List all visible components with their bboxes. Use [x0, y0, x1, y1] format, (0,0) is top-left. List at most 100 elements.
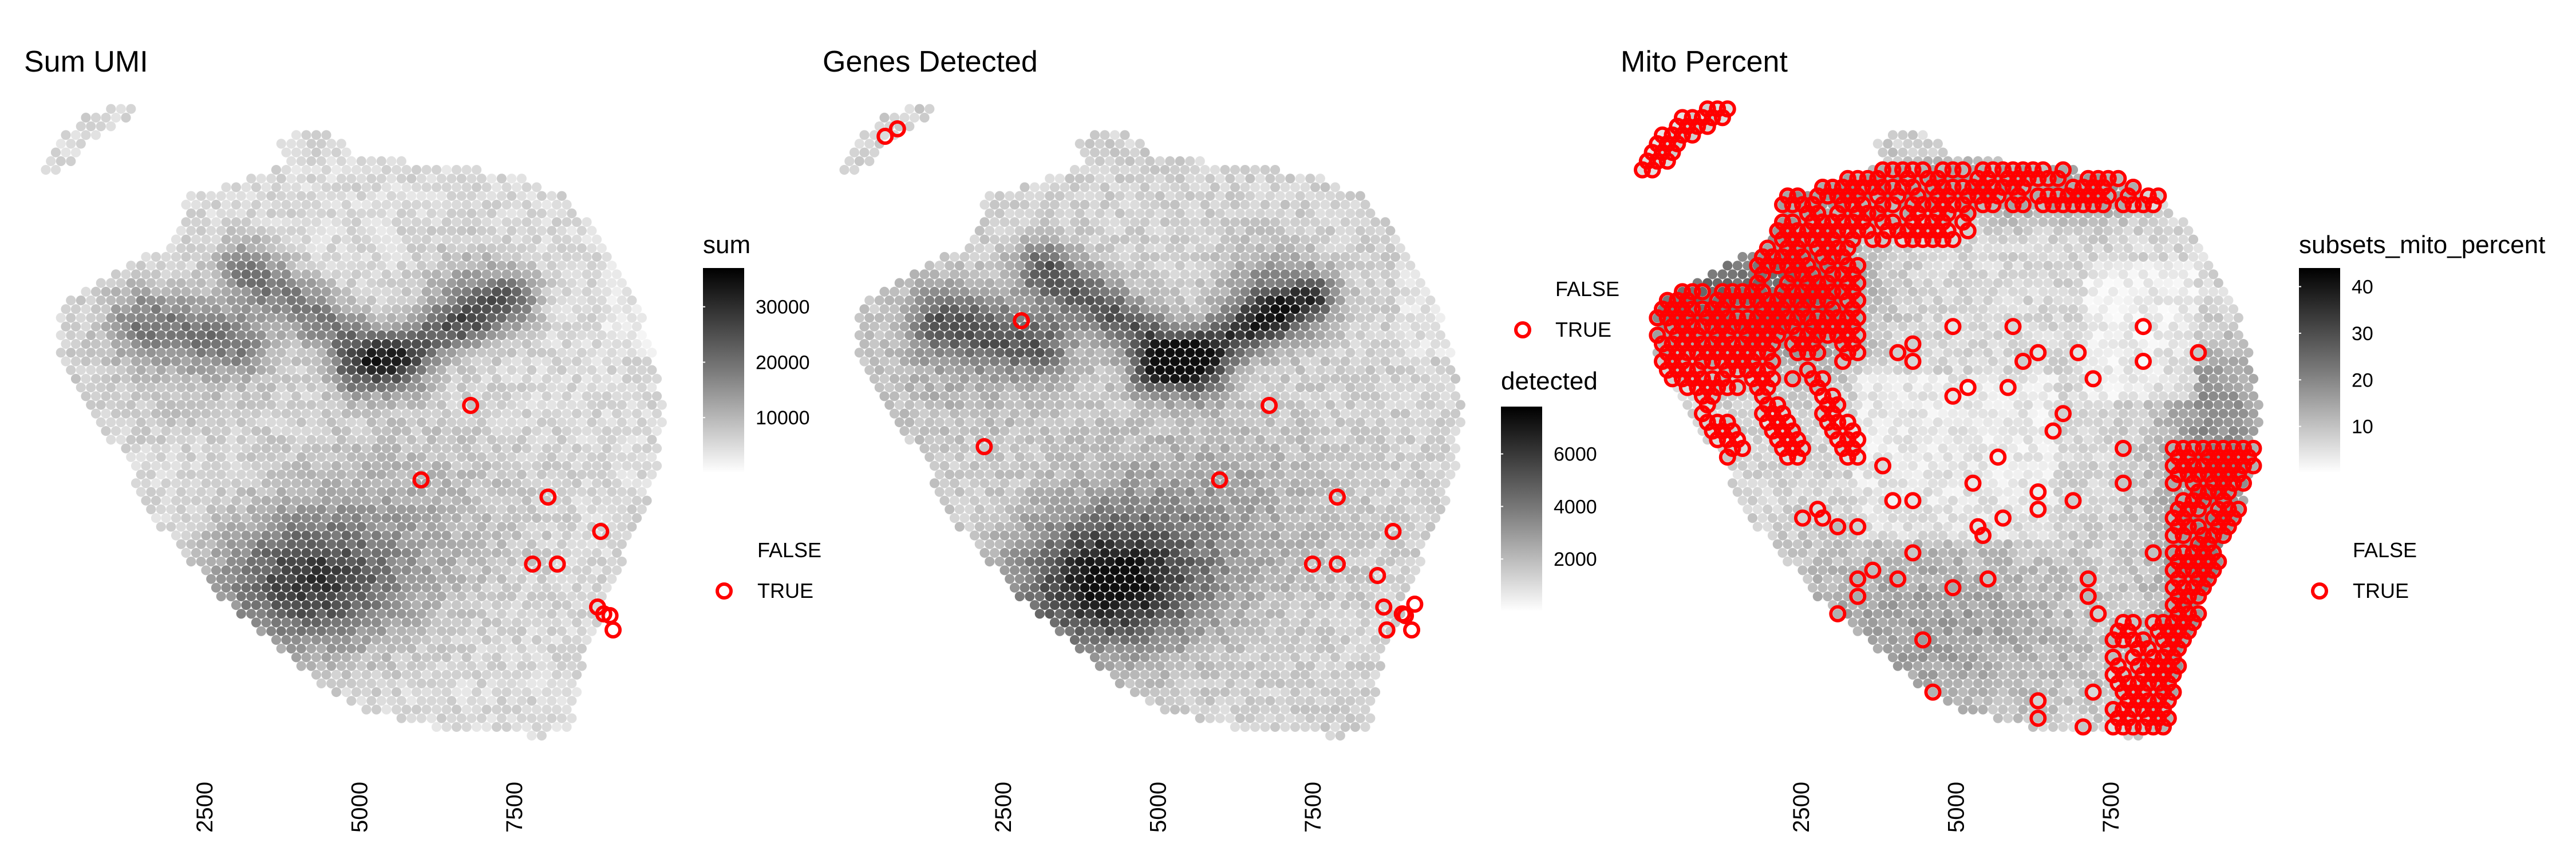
spot: [381, 635, 392, 645]
spot: [1380, 356, 1390, 367]
spot: [1140, 478, 1150, 488]
spot: [121, 112, 131, 123]
spot: [959, 373, 970, 384]
spot: [321, 495, 331, 506]
spot: [386, 609, 397, 619]
spot: [627, 452, 637, 462]
spot: [994, 348, 1005, 358]
spot: [1310, 426, 1321, 436]
spot: [1220, 269, 1230, 279]
spot: [431, 426, 442, 436]
spot: [1275, 452, 1285, 462]
spot: [1074, 470, 1085, 480]
spot: [1365, 330, 1376, 341]
panel-title-sum-umi: Sum UMI: [24, 45, 148, 78]
spot: [316, 348, 326, 358]
spot: [431, 165, 442, 175]
spot: [1435, 330, 1445, 341]
spot: [186, 504, 196, 515]
spot: [396, 591, 406, 601]
spot: [1440, 408, 1451, 419]
spot: [1355, 313, 1365, 323]
spot: [1315, 313, 1325, 323]
spot: [582, 443, 592, 454]
spot: [1045, 330, 1055, 341]
spot: [1185, 330, 1195, 341]
spot: [1080, 356, 1090, 367]
spot: [471, 286, 482, 297]
spot: [576, 644, 587, 654]
spot: [1080, 304, 1090, 314]
spot: [166, 330, 176, 341]
spot: [456, 313, 467, 323]
spot: [271, 234, 282, 245]
spot: [146, 330, 156, 341]
spot: [1310, 269, 1321, 279]
spot: [1160, 252, 1170, 262]
spot: [487, 278, 497, 288]
spot: [1195, 261, 1205, 271]
spot: [1365, 348, 1376, 358]
spot: [56, 330, 66, 341]
spot: [1109, 373, 1120, 384]
spot: [226, 295, 236, 306]
spot: [551, 426, 562, 436]
spot: [196, 470, 206, 480]
spot: [356, 174, 366, 184]
spot: [1265, 261, 1275, 271]
spot: [536, 678, 547, 688]
spot: [1190, 373, 1200, 384]
spot: [999, 269, 1010, 279]
spot: [1095, 174, 1105, 184]
spot: [1335, 295, 1345, 306]
spot: [1295, 348, 1305, 358]
spot: [1049, 478, 1060, 488]
spot: [416, 644, 426, 654]
spot: [467, 383, 477, 393]
spot: [1060, 269, 1070, 279]
spot: [281, 513, 291, 523]
spot: [321, 339, 331, 349]
spot: [1440, 373, 1451, 384]
spot: [1370, 478, 1381, 488]
spot: [1370, 426, 1381, 436]
spot: [1115, 400, 1125, 410]
spot: [527, 609, 537, 619]
spot: [266, 365, 276, 375]
spot: [136, 383, 146, 393]
spot: [1410, 304, 1421, 314]
spot: [441, 547, 452, 558]
spot: [1054, 208, 1065, 219]
spot: [447, 504, 457, 515]
spot: [974, 470, 985, 480]
spot: [1380, 217, 1390, 227]
spot: [276, 609, 286, 619]
spot: [496, 383, 507, 393]
spot: [1175, 174, 1185, 184]
spot: [1175, 295, 1185, 306]
spot: [481, 582, 492, 593]
spot: [1009, 286, 1020, 297]
spot: [386, 696, 397, 706]
spot: [1325, 452, 1336, 462]
spot: [371, 217, 382, 227]
spot: [1380, 269, 1390, 279]
spot: [969, 495, 980, 506]
spot: [999, 234, 1010, 245]
spot: [401, 600, 412, 610]
spot: [241, 582, 251, 593]
spot: [447, 470, 457, 480]
spot: [1109, 321, 1120, 332]
spot: [556, 226, 567, 236]
spot: [311, 391, 322, 401]
spot: [969, 269, 980, 279]
spot: [1080, 165, 1090, 175]
spot: [271, 617, 282, 628]
spot: [186, 539, 196, 549]
spot: [261, 391, 271, 401]
spot: [989, 478, 1000, 488]
spot: [1190, 426, 1200, 436]
spot: [571, 252, 582, 262]
spot: [501, 478, 512, 488]
spot: [311, 669, 322, 680]
